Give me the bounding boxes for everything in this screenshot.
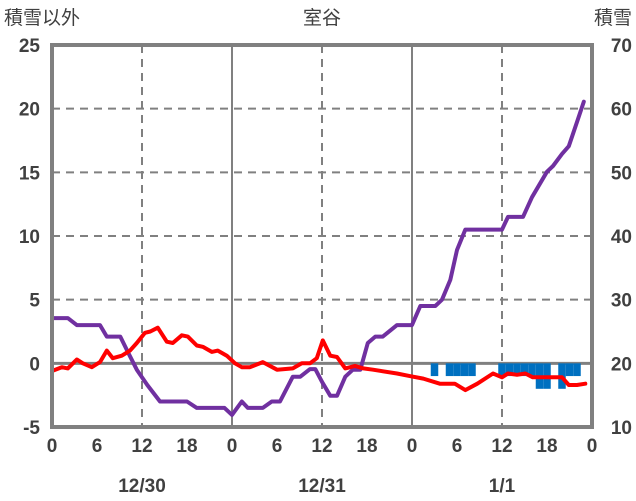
precip-bar [498, 363, 506, 377]
x-tick-label: 12 [131, 436, 152, 457]
x-tick-label: 18 [356, 436, 377, 457]
left-tick-label: 15 [19, 163, 41, 184]
precip-bar [453, 363, 461, 377]
temperature-line [50, 325, 588, 393]
left-tick-label: 10 [19, 227, 40, 248]
precip-bar [513, 363, 521, 377]
x-tick-label: 0 [407, 436, 418, 457]
precip-bar [468, 363, 476, 377]
x-tick-label: 0 [227, 436, 238, 457]
x-tick-label: 6 [92, 436, 103, 457]
x-tick-label: 6 [272, 436, 283, 457]
date-label: 12/30 [118, 476, 166, 497]
right-tick-label: 40 [611, 227, 632, 248]
precip-bar [430, 363, 439, 377]
right-tick-label: 50 [611, 163, 632, 184]
right-tick-label: 60 [611, 100, 632, 121]
precip-bar [505, 363, 514, 377]
precip-bar [460, 363, 469, 377]
date-label: 12/31 [298, 476, 346, 497]
x-tick-label: 12 [311, 436, 332, 457]
left-tick-label: 25 [19, 36, 41, 57]
date-label: 1/1 [489, 476, 516, 497]
right-tick-label: 10 [611, 418, 632, 439]
precip-bar [520, 363, 529, 377]
x-tick-label: 12 [491, 436, 512, 457]
x-tick-label: 6 [452, 436, 463, 457]
snow-depth-line [50, 99, 586, 417]
series-lines [50, 99, 588, 417]
chart-title: 室谷 [303, 7, 341, 29]
x-tick-label: 18 [176, 436, 197, 457]
precip-bar [445, 363, 454, 377]
left-tick-label: -5 [23, 418, 40, 439]
grid [52, 45, 592, 427]
x-tick-label: 18 [536, 436, 557, 457]
x-tick-label: 0 [47, 436, 58, 457]
right-tick-label: 20 [611, 354, 632, 375]
left-tick-label: 20 [19, 100, 40, 121]
right-tick-label: 70 [611, 36, 632, 57]
left-tick-label: 5 [29, 291, 40, 312]
plot-frame [50, 43, 594, 429]
right-axis-label: 積雪 [594, 7, 632, 29]
precip-bar [565, 363, 574, 377]
right-tick-label: 30 [611, 291, 632, 312]
precip-bar [573, 363, 581, 377]
x-tick-label: 0 [587, 436, 598, 457]
left-axis-label: 積雪以外 [4, 7, 80, 29]
precip-bar [528, 363, 536, 377]
left-tick-label: 0 [29, 354, 40, 375]
